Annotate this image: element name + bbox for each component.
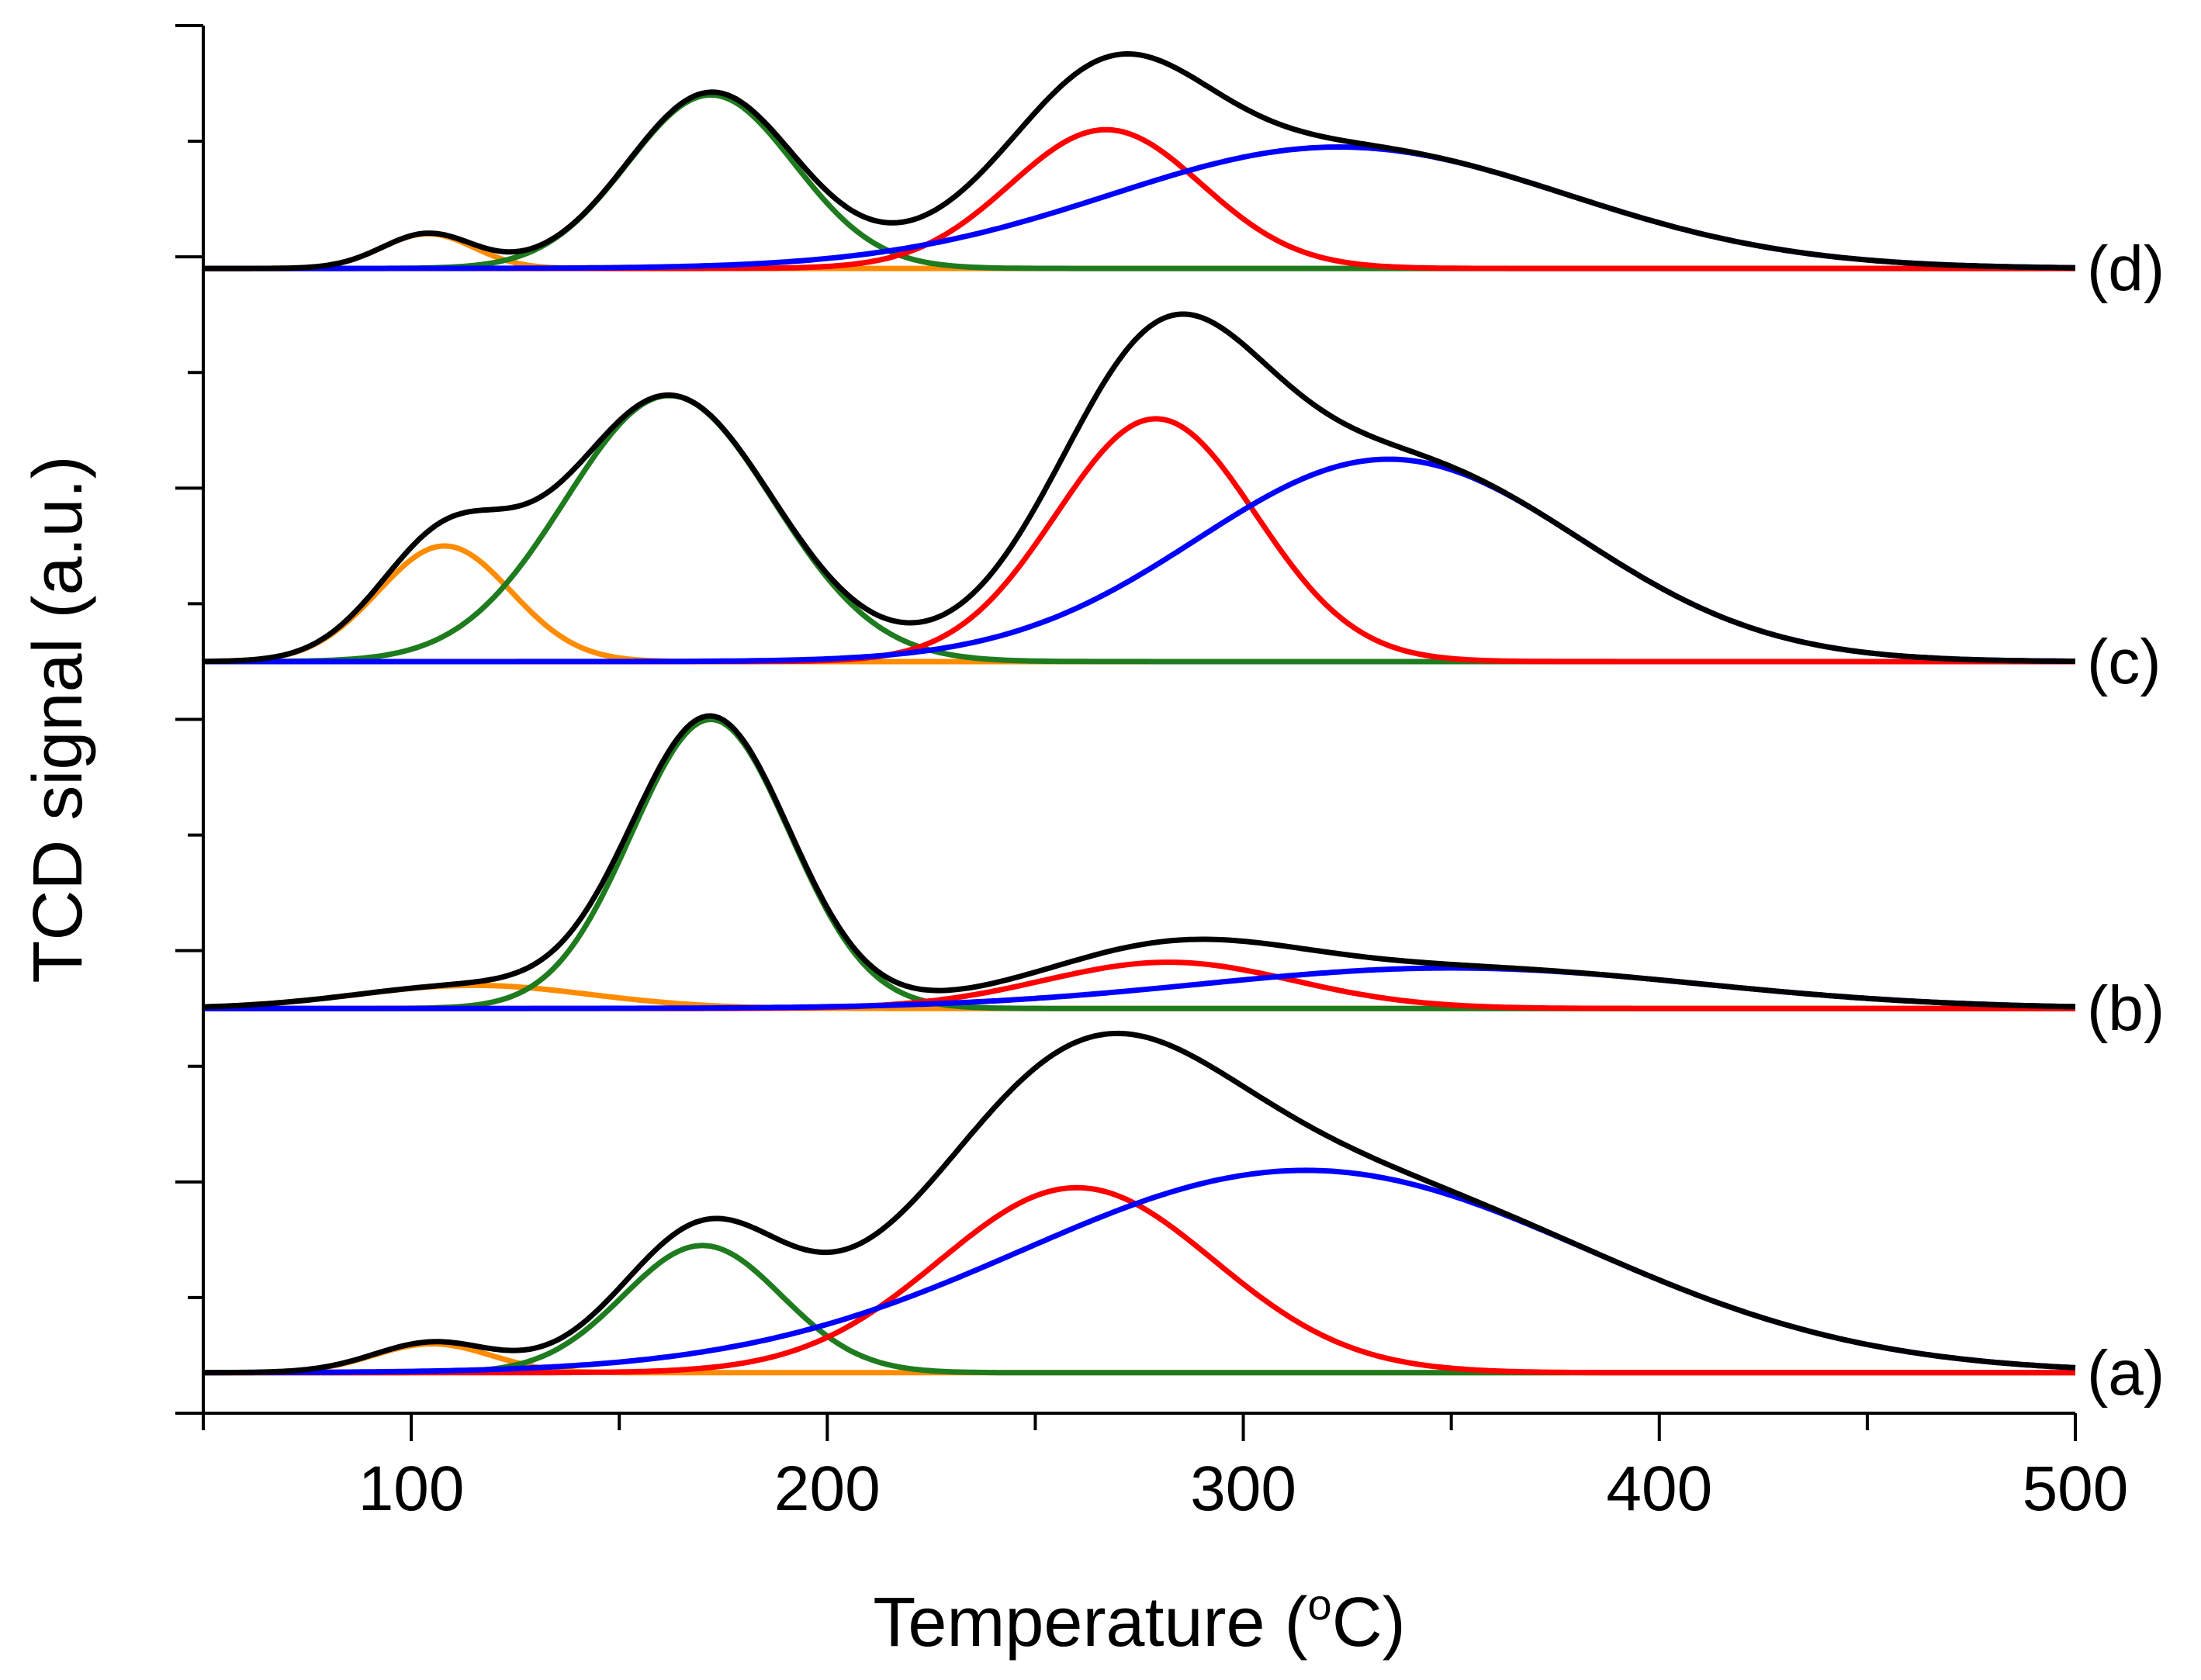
curve-label: (d) (2087, 233, 2165, 304)
total-signal-line (203, 51, 2076, 271)
x-tick-label: 400 (1606, 1454, 1712, 1524)
x-tick-label: 500 (2023, 1454, 2129, 1524)
curve-label: (c) (2087, 627, 2161, 697)
curve-group-2 (203, 311, 2075, 665)
x-tick-label: 200 (774, 1454, 881, 1524)
x-axis-title-text: Temperature ( (873, 1584, 1307, 1661)
curve-group-3 (203, 51, 2076, 271)
x-axis-title-unit: C) (1332, 1584, 1406, 1661)
curve-group-0 (203, 1030, 2076, 1376)
curve-label: (b) (2087, 973, 2165, 1044)
x-tick-label: 300 (1190, 1454, 1296, 1524)
y-axis-title: TCD signal (a.u.) (19, 455, 97, 983)
labels-layer: 100 200 300 400 500 (a) (b) (c) (d) (358, 233, 2165, 1524)
curve-group-1 (202, 713, 2076, 1011)
total-signal-line (203, 1030, 2076, 1376)
total-signal-line (203, 311, 2075, 665)
total-signal-line (202, 713, 2076, 1010)
component-peak3-line (203, 1184, 2075, 1376)
ticks-layer (175, 24, 2077, 1441)
curve-label: (a) (2087, 1338, 2165, 1409)
x-tick-label: 100 (358, 1454, 465, 1524)
curves-layer (202, 51, 2076, 1376)
x-axis-title-superscript: o (1308, 1580, 1332, 1629)
x-axis-title: Temperature (oC) (873, 1580, 1405, 1661)
